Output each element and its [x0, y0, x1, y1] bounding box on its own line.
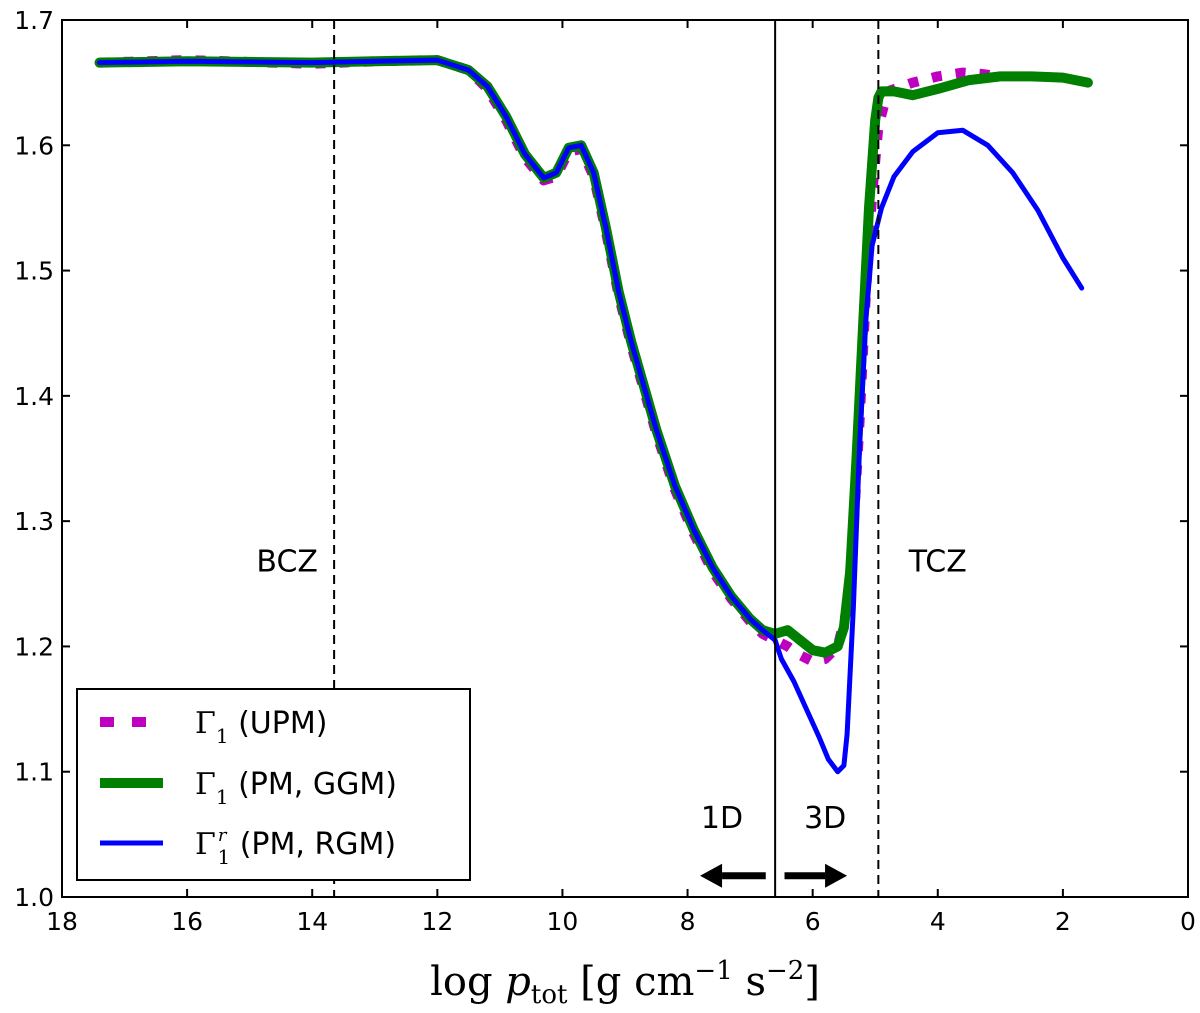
- region-label-3d: 3D: [804, 801, 846, 836]
- legend: Γ1 (UPM)Γ1 (PM, GGM)Γ r 1 (PM, RGM): [76, 688, 471, 881]
- xlabel-units-open: [g cm: [567, 959, 694, 1005]
- y-tick-label: 1.0: [14, 883, 54, 912]
- xlabel-mid: s: [733, 959, 766, 1005]
- x-tick-label: 2: [1055, 907, 1071, 936]
- y-tick-label: 1.2: [14, 632, 54, 661]
- y-tick-label: 1.4: [14, 382, 54, 411]
- legend-text: (UPM): [229, 706, 328, 741]
- x-tick-label: 4: [930, 907, 946, 936]
- legend-symbol: Γ: [195, 767, 216, 802]
- legend-sup: r: [218, 825, 228, 846]
- series-line-2: [97, 57, 1085, 775]
- series-layer: [94, 55, 1093, 775]
- x-tick-label: 14: [296, 907, 328, 936]
- legend-sub: 1: [216, 724, 229, 748]
- x-tick-label: 16: [171, 907, 203, 936]
- legend-symbol: Γ: [195, 706, 216, 741]
- x-tick-label: 18: [46, 907, 78, 936]
- arrow-left-icon: [700, 863, 723, 888]
- plot-frame: [61, 19, 1189, 898]
- y-tick-label: 1.1: [14, 758, 54, 787]
- vline-label-tcz: TCZ: [908, 544, 967, 579]
- y-tick-label: 1.7: [14, 6, 54, 35]
- x-tick-label: 8: [680, 907, 696, 936]
- legend-symbol: Γ: [195, 827, 216, 862]
- y-tick-label: 1.5: [14, 257, 54, 286]
- xlabel-exp2: −2: [766, 956, 804, 986]
- xlabel-prefix: log: [430, 959, 505, 1005]
- xlabel-units-close: ]: [804, 959, 820, 1005]
- x-tick-label: 6: [805, 907, 821, 936]
- legend-sub: 1: [216, 785, 229, 809]
- xlabel-exp1: −1: [694, 956, 732, 986]
- y-tick-label: 1.6: [14, 131, 54, 160]
- vline-label-bcz: BCZ: [256, 544, 318, 579]
- x-tick-label: 10: [547, 907, 579, 936]
- xlabel-sub: tot: [531, 980, 568, 1010]
- x-tick-label: 12: [421, 907, 453, 936]
- x-tick-label: 0: [1180, 907, 1196, 936]
- legend-text: (PM, RGM): [230, 827, 396, 862]
- legend-text: (PM, GGM): [229, 767, 397, 802]
- xlabel-var: p: [505, 959, 531, 1005]
- legend-label-0: Γ1 (UPM): [195, 706, 327, 748]
- legend-label-1: Γ1 (PM, GGM): [195, 767, 397, 809]
- vline-layer: BCZ TCZ: [256, 20, 967, 897]
- y-tick-label: 1.3: [14, 507, 54, 536]
- arrow-right-icon: [825, 863, 848, 888]
- region-label-1d: 1D: [701, 801, 743, 836]
- annotation-layer: 1D 3D: [700, 801, 848, 888]
- x-axis-label: log ptot [g cm−1 s−2]: [430, 956, 820, 1010]
- legend-sub: 1: [217, 845, 230, 869]
- tick-layer: 18 16 14 12 10 8 6 4 2 0 1.0 1.1 1.2 1.3 1.4 1.5 1.6 1.7: [14, 6, 1196, 936]
